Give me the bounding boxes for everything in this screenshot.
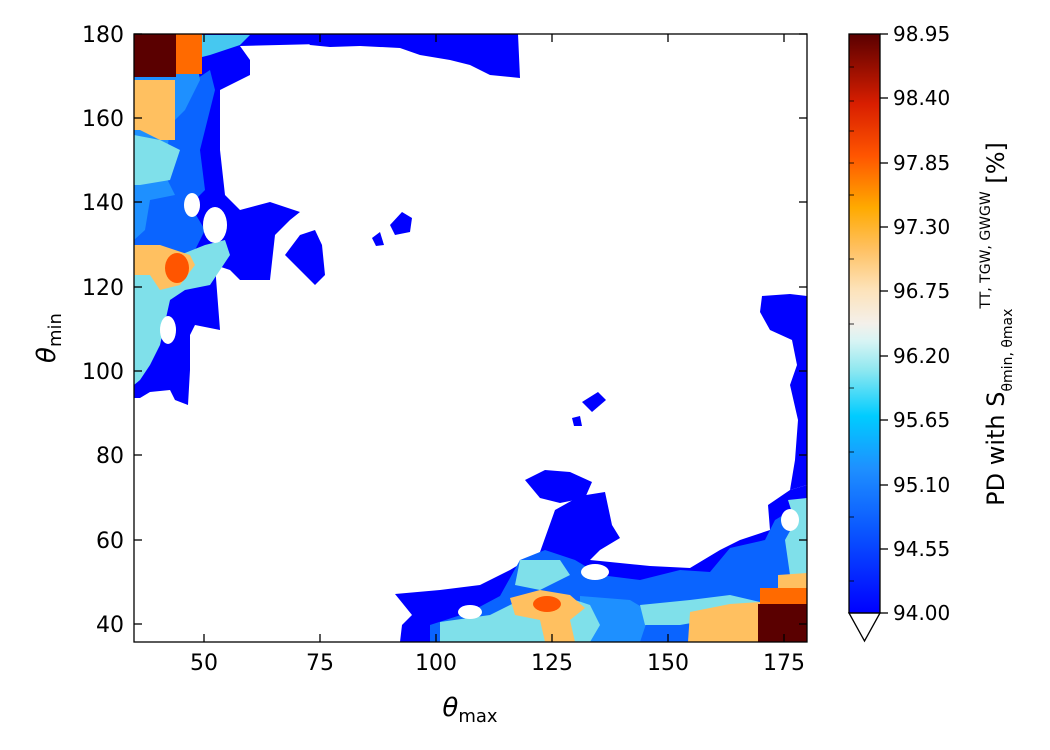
- colorbar-tick: 98.95: [880, 22, 950, 46]
- region-mid-blob-5: [572, 416, 582, 426]
- y-tick-label: 80: [96, 444, 124, 469]
- hole-bottom-1: [458, 605, 482, 619]
- y-tick-label: 100: [82, 360, 124, 385]
- region-mid-blob-4: [582, 392, 606, 412]
- x-tick-label: 75: [306, 651, 334, 676]
- colorbar-tick: 98.40: [880, 86, 950, 110]
- colorbar-label: PD with Sθmin, θmaxTT, TGW, GWGW [%]: [978, 142, 1016, 506]
- hole-bottom-2: [581, 564, 609, 580]
- plot-frame: [133, 33, 808, 643]
- region-top-left-orange: [175, 34, 202, 74]
- y-tick-label: 180: [82, 23, 124, 48]
- x-axis-label: θmax: [442, 693, 497, 727]
- region-bottom-right-orange: [760, 588, 807, 606]
- region-bottom-right-darkred: [758, 604, 807, 642]
- colorbar-tick: 94.00: [880, 601, 950, 625]
- hole-left-2: [203, 207, 227, 243]
- x-tick: 75: [306, 34, 334, 676]
- x-tick-label: 125: [531, 651, 573, 676]
- colorbar-tick-label: 98.95: [893, 22, 950, 46]
- region-top-left-darkred: [134, 34, 176, 77]
- x-tick: 100: [415, 34, 457, 676]
- y-tick: 40: [96, 613, 807, 638]
- colorbar-tick-label: 95.65: [893, 408, 950, 432]
- y-axis-label: θmin: [32, 313, 66, 363]
- x-tick-label: 50: [190, 651, 218, 676]
- region-bottom-mid-blue: [580, 596, 650, 642]
- colorbar-gradient: [849, 34, 880, 613]
- region-right-blue: [760, 294, 807, 490]
- x-tick: 50: [190, 34, 218, 676]
- region-top-blue: [300, 34, 520, 78]
- region-left-light-orange: [134, 80, 175, 140]
- colorbar-frame: [848, 33, 881, 614]
- region-bottom-right-light-orange: [688, 602, 760, 642]
- colorbar-tick: 97.85: [880, 151, 950, 175]
- y-tick-label: 160: [82, 107, 124, 132]
- region-bottom-hotspot: [533, 596, 561, 612]
- colorbar: 94.00 94.55 95.10 95.65 96.20 96.75: [847, 22, 1016, 643]
- colorbar-tick-label: 97.30: [893, 215, 950, 239]
- colorbar-tick-label: 96.75: [893, 279, 950, 303]
- plot-background: [134, 34, 807, 642]
- y-tick-label: 120: [82, 276, 124, 301]
- colorbar-tick: 95.10: [880, 473, 950, 497]
- x-axis: 50 75 100 125 150 175: [190, 34, 805, 676]
- colorbar-tick: 96.20: [880, 344, 950, 368]
- y-tick-label: 40: [96, 613, 124, 638]
- colorbar-tick: 95.65: [880, 408, 950, 432]
- hole-left-3: [184, 193, 200, 217]
- region-bottom-light-orange: [510, 590, 585, 642]
- x-tick-label: 100: [415, 651, 457, 676]
- colorbar-tick-label: 96.20: [893, 344, 950, 368]
- region-bottom-cyan-2: [515, 560, 570, 590]
- x-tick-label: 175: [763, 651, 805, 676]
- y-tick: 160: [82, 107, 807, 132]
- region-right-light-cyan: [785, 498, 807, 575]
- colorbar-tick-label: 97.85: [893, 151, 950, 175]
- y-tick: 120: [82, 276, 807, 301]
- y-axis: 40 60 80 100 120 140: [82, 23, 807, 638]
- region-mid-blob-1: [285, 230, 325, 285]
- hole-left-1: [160, 316, 176, 344]
- y-tick: 80: [96, 444, 807, 469]
- region-mid-blob-6: [525, 470, 592, 503]
- hole-bottom-3: [781, 509, 799, 531]
- colorbar-ticks: 94.00 94.55 95.10 95.65 96.20 96.75: [880, 22, 950, 625]
- colorbar-tick-label: 98.40: [893, 86, 950, 110]
- region-left-hotspot: [165, 253, 189, 283]
- colorbar-tick-label: 94.55: [893, 537, 950, 561]
- colorbar-minor-ticks: [849, 66, 854, 582]
- x-tick: 125: [531, 34, 573, 676]
- y-tick: 180: [82, 23, 807, 48]
- colorbar-tick: 94.55: [880, 537, 950, 561]
- colorbar-tick-label: 95.10: [893, 473, 950, 497]
- region-mid-blob-2: [390, 212, 412, 235]
- region-mid-blob-3: [372, 232, 384, 246]
- y-tick: 100: [82, 360, 807, 385]
- heatmap-cells: [134, 34, 807, 642]
- colorbar-tick: 97.30: [880, 215, 950, 239]
- colorbar-tick-label: 94.00: [893, 601, 950, 625]
- y-tick-label: 140: [82, 191, 124, 216]
- colorbar-extend-min: [847, 612, 882, 643]
- colorbar-tick: 96.75: [880, 279, 950, 303]
- x-tick: 175: [763, 34, 805, 676]
- y-tick-label: 60: [96, 529, 124, 554]
- y-tick: 140: [82, 191, 807, 216]
- y-tick: 60: [96, 529, 807, 554]
- x-tick: 150: [647, 34, 689, 676]
- x-tick-label: 150: [647, 651, 689, 676]
- region-left-cyan: [134, 135, 180, 185]
